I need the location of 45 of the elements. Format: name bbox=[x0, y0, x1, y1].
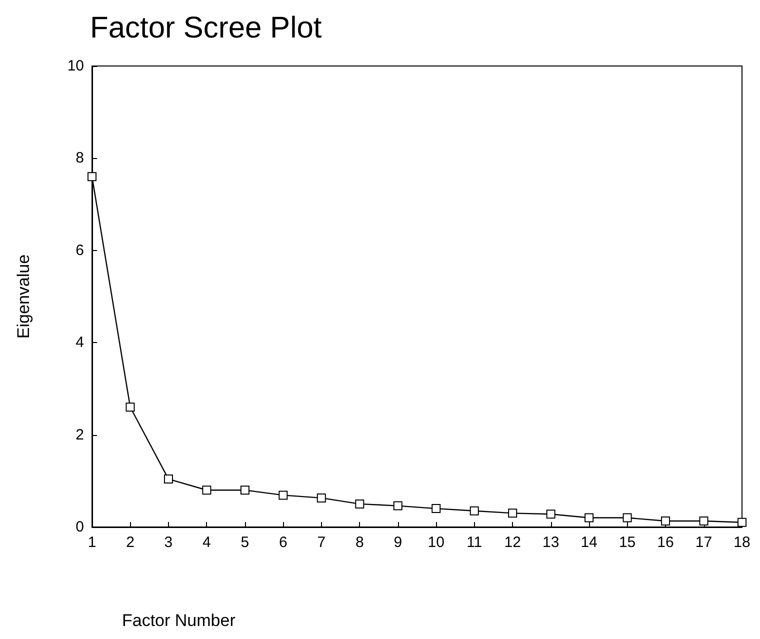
point bbox=[202, 486, 212, 495]
x-tick-label: 16 bbox=[657, 534, 674, 551]
x-tick-label: 17 bbox=[695, 534, 712, 551]
point bbox=[126, 402, 135, 412]
point bbox=[699, 516, 708, 526]
x-tick-label: 6 bbox=[279, 534, 288, 551]
x-tick-label: 11 bbox=[466, 534, 482, 551]
point bbox=[393, 501, 402, 510]
x-tick-label: 10 bbox=[428, 534, 444, 551]
x-tick-label: 4 bbox=[202, 534, 211, 551]
point bbox=[661, 516, 670, 526]
point bbox=[584, 513, 594, 522]
x-tick-label: 8 bbox=[355, 534, 364, 551]
x-tick-label: 5 bbox=[240, 534, 250, 551]
y-tick-label: 6 bbox=[76, 242, 84, 259]
chart-title: Factor Scree Plot bbox=[90, 12, 322, 44]
point bbox=[278, 490, 288, 500]
x-tick-label: 15 bbox=[618, 534, 636, 551]
point bbox=[355, 499, 364, 508]
point bbox=[546, 510, 556, 519]
y-tick-label: 4 bbox=[76, 334, 84, 352]
point bbox=[316, 493, 326, 502]
x-tick-label: 7 bbox=[317, 534, 326, 551]
point bbox=[622, 513, 632, 522]
point bbox=[508, 508, 518, 518]
point bbox=[164, 474, 173, 484]
x-tick-label: 2 bbox=[126, 534, 134, 551]
point bbox=[432, 504, 441, 514]
y-tick-label: 2 bbox=[76, 426, 84, 444]
x-tick-label: 9 bbox=[394, 534, 402, 551]
x-tick-label: 18 bbox=[734, 534, 750, 551]
y-tick-label: 0 bbox=[76, 518, 84, 536]
x-tick-label: 13 bbox=[542, 534, 560, 551]
x-tick-label: 1 bbox=[88, 534, 96, 551]
point bbox=[470, 506, 479, 516]
x-tick-label: 12 bbox=[504, 534, 521, 551]
y-tick-label: 10 bbox=[67, 58, 84, 74]
point bbox=[738, 518, 746, 527]
point bbox=[240, 486, 250, 495]
x-axis-title: Factor Number bbox=[122, 611, 236, 630]
x-tick-label: 3 bbox=[164, 534, 173, 551]
x-tick-label: 14 bbox=[580, 534, 598, 551]
y-tick-label: 8 bbox=[76, 150, 84, 167]
y-axis-title: Eigenvalue bbox=[14, 254, 33, 339]
point bbox=[88, 172, 96, 182]
